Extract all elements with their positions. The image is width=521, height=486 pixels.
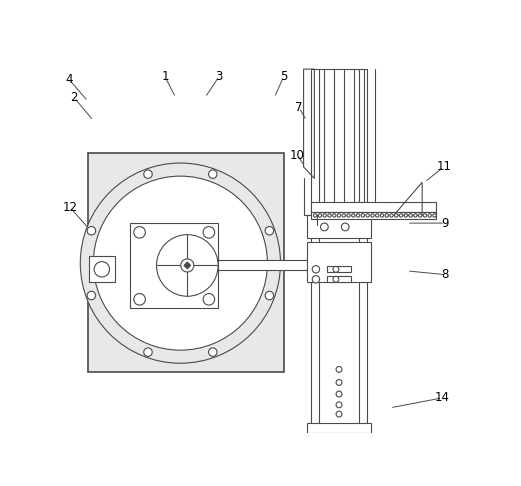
Circle shape — [380, 214, 383, 217]
Text: 2: 2 — [70, 91, 78, 104]
Circle shape — [342, 214, 345, 217]
Circle shape — [333, 266, 339, 272]
Circle shape — [418, 214, 422, 217]
Circle shape — [336, 380, 342, 385]
Circle shape — [433, 214, 436, 217]
Bar — [307, 423, 370, 433]
Circle shape — [409, 214, 412, 217]
Circle shape — [265, 226, 274, 235]
Circle shape — [203, 226, 215, 238]
Bar — [218, 260, 314, 270]
Circle shape — [208, 348, 217, 356]
Circle shape — [320, 223, 328, 231]
Circle shape — [337, 214, 341, 217]
Circle shape — [404, 214, 407, 217]
Circle shape — [93, 176, 267, 350]
Circle shape — [423, 214, 427, 217]
Text: 4: 4 — [66, 73, 73, 87]
Circle shape — [323, 214, 326, 217]
Circle shape — [333, 277, 339, 282]
Circle shape — [371, 214, 374, 217]
Circle shape — [87, 291, 96, 300]
Circle shape — [265, 291, 274, 300]
Text: 7: 7 — [295, 101, 303, 114]
Circle shape — [80, 163, 280, 363]
Text: 11: 11 — [436, 160, 451, 174]
Text: 3: 3 — [215, 70, 222, 83]
Circle shape — [328, 214, 331, 217]
Circle shape — [332, 214, 336, 217]
Circle shape — [312, 266, 319, 273]
Circle shape — [347, 214, 350, 217]
Text: 9: 9 — [441, 217, 449, 229]
Text: 1: 1 — [161, 70, 169, 83]
Bar — [311, 211, 436, 219]
Circle shape — [314, 214, 317, 217]
Text: 14: 14 — [435, 391, 450, 404]
Bar — [307, 215, 370, 239]
Circle shape — [87, 226, 96, 235]
Circle shape — [336, 402, 342, 408]
Circle shape — [400, 214, 403, 217]
Text: 8: 8 — [442, 268, 449, 281]
Polygon shape — [184, 262, 191, 269]
Circle shape — [336, 411, 342, 417]
Bar — [89, 256, 115, 282]
Circle shape — [203, 294, 215, 305]
Bar — [130, 223, 218, 308]
Circle shape — [336, 366, 342, 372]
Text: 10: 10 — [290, 149, 305, 162]
Circle shape — [366, 214, 369, 217]
Circle shape — [336, 391, 342, 397]
Text: 12: 12 — [63, 201, 78, 214]
Circle shape — [94, 261, 109, 277]
Circle shape — [394, 214, 398, 217]
Circle shape — [376, 214, 379, 217]
Bar — [88, 153, 284, 372]
Bar — [327, 276, 351, 282]
Circle shape — [134, 294, 145, 305]
Circle shape — [144, 348, 152, 356]
Circle shape — [208, 170, 217, 178]
Circle shape — [361, 214, 365, 217]
Circle shape — [385, 214, 389, 217]
Circle shape — [356, 214, 360, 217]
Circle shape — [156, 235, 218, 296]
Circle shape — [341, 223, 349, 231]
Circle shape — [134, 226, 145, 238]
Bar — [311, 69, 367, 425]
Circle shape — [428, 214, 431, 217]
Circle shape — [181, 259, 194, 272]
Circle shape — [390, 214, 393, 217]
Bar — [327, 266, 351, 272]
Bar — [307, 243, 370, 282]
Circle shape — [144, 170, 152, 178]
Bar — [311, 202, 436, 211]
Circle shape — [318, 214, 321, 217]
Circle shape — [414, 214, 417, 217]
Text: 5: 5 — [280, 70, 287, 83]
Circle shape — [352, 214, 355, 217]
Circle shape — [312, 276, 319, 283]
